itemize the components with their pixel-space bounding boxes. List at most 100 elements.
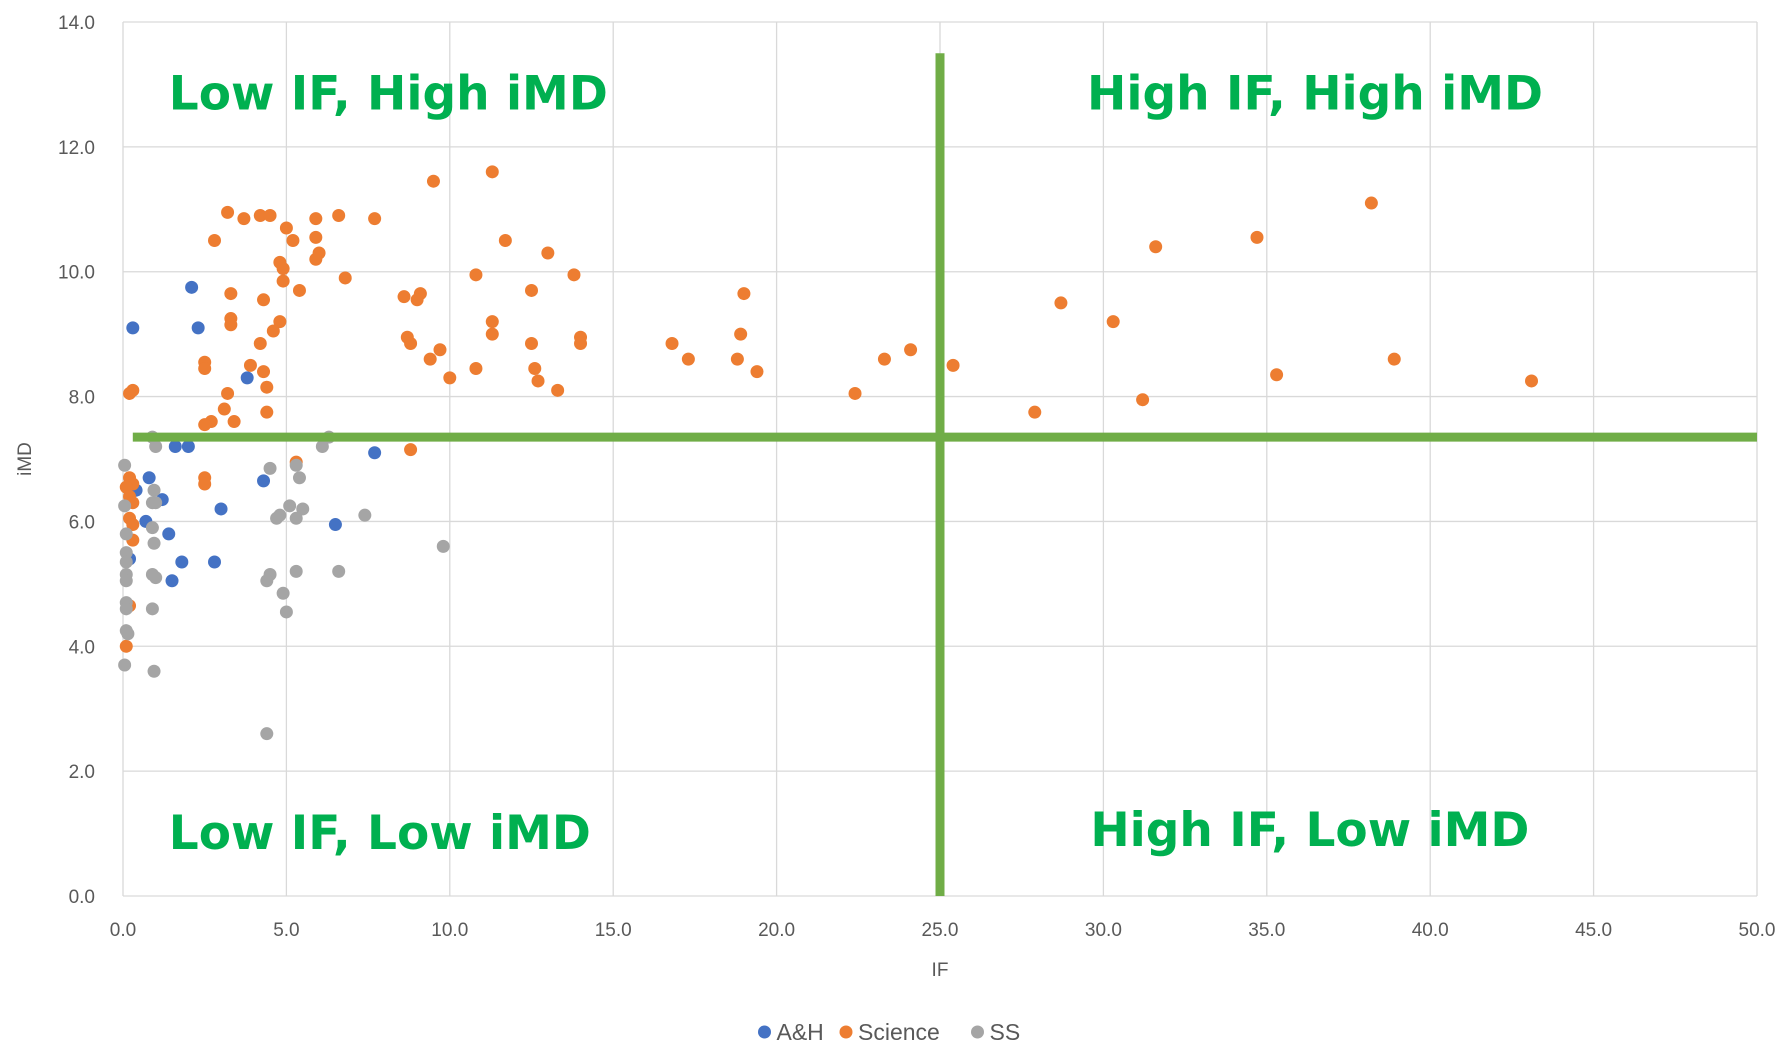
legend-label: SS — [990, 1019, 1021, 1045]
data-point — [1270, 368, 1284, 382]
x-tick-label: 20.0 — [758, 920, 795, 941]
data-point — [1054, 296, 1068, 310]
data-point — [119, 546, 133, 560]
x-tick-label: 45.0 — [1575, 920, 1612, 941]
y-tick-label: 4.0 — [69, 637, 95, 658]
data-point — [358, 508, 372, 522]
data-point — [332, 564, 346, 578]
data-point — [750, 365, 764, 379]
data-point — [315, 440, 329, 454]
data-point — [525, 337, 538, 351]
data-point — [485, 165, 499, 179]
data-point — [168, 440, 182, 454]
data-point — [198, 361, 212, 375]
data-point — [149, 440, 163, 454]
data-point — [436, 539, 450, 553]
data-point — [528, 361, 542, 375]
data-point — [443, 371, 457, 385]
data-point — [286, 234, 300, 247]
data-point — [397, 290, 411, 304]
data-point — [217, 402, 231, 416]
data-point — [525, 283, 538, 297]
x-tick-label: 35.0 — [1248, 920, 1285, 941]
legend-item: A&H — [758, 1019, 824, 1045]
data-point — [191, 321, 205, 335]
data-point — [118, 499, 132, 513]
data-point — [119, 555, 133, 569]
data-point — [240, 371, 254, 385]
x-tick-label: 5.0 — [273, 920, 299, 941]
data-point — [119, 527, 133, 541]
legend-marker — [971, 1025, 984, 1039]
data-point — [175, 555, 189, 569]
data-point — [208, 234, 222, 247]
data-point — [296, 502, 310, 516]
series-science — [119, 165, 1539, 653]
data-point — [681, 352, 695, 366]
data-point — [198, 418, 212, 432]
data-point — [368, 446, 382, 460]
data-point — [1525, 374, 1539, 388]
data-point — [279, 605, 293, 619]
x-tick-label: 10.0 — [431, 920, 468, 941]
x-axis-title: IF — [932, 960, 949, 981]
data-point — [289, 458, 303, 472]
data-point — [531, 374, 545, 388]
data-point — [734, 327, 748, 341]
data-point — [126, 518, 140, 532]
data-point — [485, 327, 499, 341]
data-point — [142, 471, 156, 485]
data-point — [260, 380, 274, 394]
data-point — [243, 358, 257, 372]
data-point — [283, 499, 297, 513]
data-point — [198, 477, 212, 491]
data-point — [279, 221, 293, 235]
data-point — [126, 321, 140, 335]
x-tick-label: 15.0 — [595, 920, 632, 941]
data-point — [266, 324, 280, 338]
y-axis-tick-labels: 0.0 2.0 4.0 6.0 8.0 10.0 12.0 14.0 — [58, 13, 95, 908]
data-point — [147, 664, 161, 678]
data-point — [665, 337, 679, 351]
data-point — [165, 574, 179, 588]
data-point — [1028, 405, 1042, 419]
data-point — [309, 252, 323, 266]
data-point — [260, 727, 274, 741]
data-point — [848, 386, 862, 400]
data-point — [273, 315, 287, 329]
data-point — [541, 246, 555, 260]
data-point — [1136, 393, 1150, 407]
data-point — [123, 386, 137, 400]
quadrant-label: Low IF, Low iMD — [169, 806, 591, 861]
data-point — [253, 209, 267, 223]
data-point — [253, 337, 267, 351]
data-point — [185, 280, 199, 294]
data-point — [309, 212, 323, 226]
data-point — [567, 268, 581, 282]
data-point — [147, 536, 161, 550]
data-point — [276, 262, 290, 276]
data-point — [469, 361, 483, 375]
data-point — [257, 365, 271, 379]
data-point — [410, 293, 424, 307]
data-point — [276, 274, 290, 288]
x-tick-label: 30.0 — [1085, 920, 1122, 941]
data-point — [498, 234, 512, 247]
series-a-h — [123, 280, 382, 588]
legend: A&H Science SS — [758, 1019, 1020, 1045]
data-point — [404, 337, 418, 351]
data-point — [181, 440, 195, 454]
y-tick-label: 12.0 — [58, 138, 95, 159]
data-point — [119, 574, 133, 588]
legend-item: Science — [839, 1019, 940, 1045]
data-point — [551, 383, 565, 397]
y-axis-title: iMD — [15, 442, 36, 476]
quadrant-label: High IF, Low iMD — [1090, 803, 1529, 858]
series-ss — [118, 430, 450, 741]
data-point — [423, 352, 437, 366]
quadrant-labels: Low IF, High iMD High IF, High iMD Low IF,… — [169, 66, 1543, 861]
y-tick-label: 14.0 — [58, 13, 95, 34]
x-tick-label: 50.0 — [1739, 920, 1776, 941]
data-point — [338, 271, 352, 285]
data-point — [1106, 315, 1120, 329]
